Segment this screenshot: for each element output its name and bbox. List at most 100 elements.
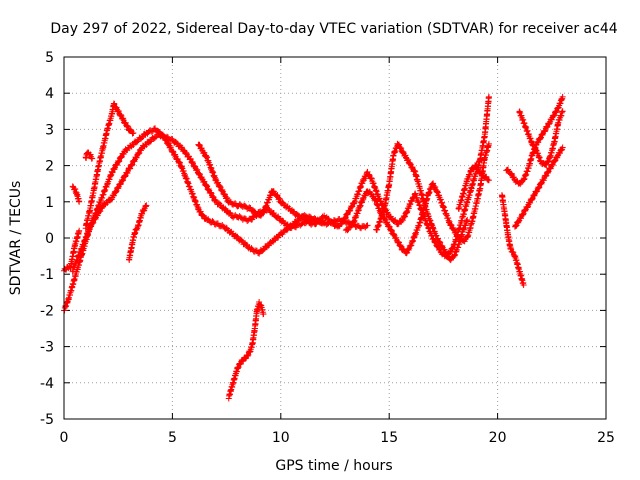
data-point: [513, 222, 520, 229]
x-axis-label: GPS time / hours: [275, 458, 392, 474]
data-point: [485, 140, 492, 147]
data-point: [135, 150, 142, 157]
y-tick-label: -4: [40, 376, 54, 392]
data-point: [368, 174, 375, 181]
y-tick-label: -5: [40, 412, 54, 428]
plot-frame: [63, 56, 607, 420]
data-point: [256, 298, 263, 305]
data-point: [248, 245, 255, 252]
data-point: [520, 211, 527, 218]
data-point: [530, 141, 537, 148]
data-point: [545, 158, 552, 165]
data-point: [118, 154, 125, 161]
x-tick-label: 20: [489, 430, 507, 446]
data-point: [464, 216, 471, 223]
data-point: [201, 178, 208, 185]
x-tick-label: 15: [380, 430, 398, 446]
data-point: [124, 122, 131, 129]
data-point: [173, 140, 180, 147]
data-point: [119, 115, 126, 122]
data-point: [114, 184, 121, 191]
data-point: [508, 170, 515, 177]
data-point: [117, 111, 124, 118]
series-track-14: [498, 192, 527, 289]
data-point: [344, 227, 351, 234]
data-point: [224, 195, 231, 202]
data-point: [378, 198, 385, 205]
data-point: [559, 144, 566, 151]
data-point: [546, 120, 553, 127]
data-point: [196, 141, 203, 148]
data-point: [535, 139, 542, 146]
data-point: [199, 212, 206, 219]
data-point: [122, 173, 129, 180]
data-point: [89, 155, 96, 162]
data-point: [549, 161, 556, 168]
data-point: [556, 150, 563, 157]
data-point: [304, 216, 311, 223]
data-point: [189, 160, 196, 167]
data-point: [507, 244, 514, 251]
data-point: [485, 177, 492, 184]
data-point: [432, 184, 439, 191]
data-point: [279, 199, 286, 206]
data-point: [385, 223, 392, 230]
series-track-8: [195, 141, 306, 221]
data-point: [182, 150, 189, 157]
data-point: [235, 364, 242, 371]
data-point: [246, 349, 253, 356]
data-point: [196, 170, 203, 177]
data-point: [517, 181, 524, 188]
data-point: [275, 234, 282, 241]
series-track-7: [126, 202, 150, 263]
data-point: [343, 210, 350, 217]
data-point: [244, 352, 251, 359]
data-point: [219, 186, 226, 193]
data-point: [524, 204, 531, 211]
data-point: [388, 226, 395, 233]
data-point: [116, 158, 123, 165]
data-point: [447, 221, 454, 228]
data-point: [115, 108, 122, 115]
data-point: [76, 227, 83, 234]
series-track-3: [82, 100, 137, 232]
data-point: [400, 148, 407, 155]
data-point: [212, 197, 219, 204]
data-point: [543, 124, 550, 131]
data-point: [111, 100, 118, 107]
data-point: [395, 238, 402, 245]
data-point: [176, 159, 183, 166]
x-tick-label: 25: [597, 430, 615, 446]
data-point: [189, 158, 196, 165]
data-point: [335, 223, 342, 230]
data-point: [117, 153, 124, 160]
data-point: [533, 146, 540, 153]
data-point: [205, 186, 212, 193]
data-point: [545, 158, 552, 165]
data-point: [171, 152, 178, 159]
data-point: [388, 227, 395, 234]
data-point: [113, 188, 120, 195]
series-track-10: [299, 93, 492, 260]
data-point: [257, 212, 264, 219]
data-point: [209, 218, 216, 225]
data-point: [216, 182, 223, 189]
data-point: [90, 219, 97, 226]
data-point: [552, 158, 559, 165]
data-point: [450, 241, 457, 248]
data-point: [390, 231, 397, 238]
data-point: [360, 196, 367, 203]
data-point: [217, 183, 224, 190]
data-point: [218, 187, 225, 194]
data-point: [76, 198, 83, 205]
y-tick-label: 4: [45, 86, 54, 102]
data-point: [366, 188, 373, 195]
data-point: [533, 188, 540, 195]
data-point: [443, 250, 450, 257]
data-point: [403, 250, 410, 257]
data-point: [165, 141, 172, 148]
data-point: [394, 221, 401, 228]
data-point: [260, 311, 267, 318]
data-point: [372, 196, 379, 203]
data-point: [397, 242, 404, 249]
